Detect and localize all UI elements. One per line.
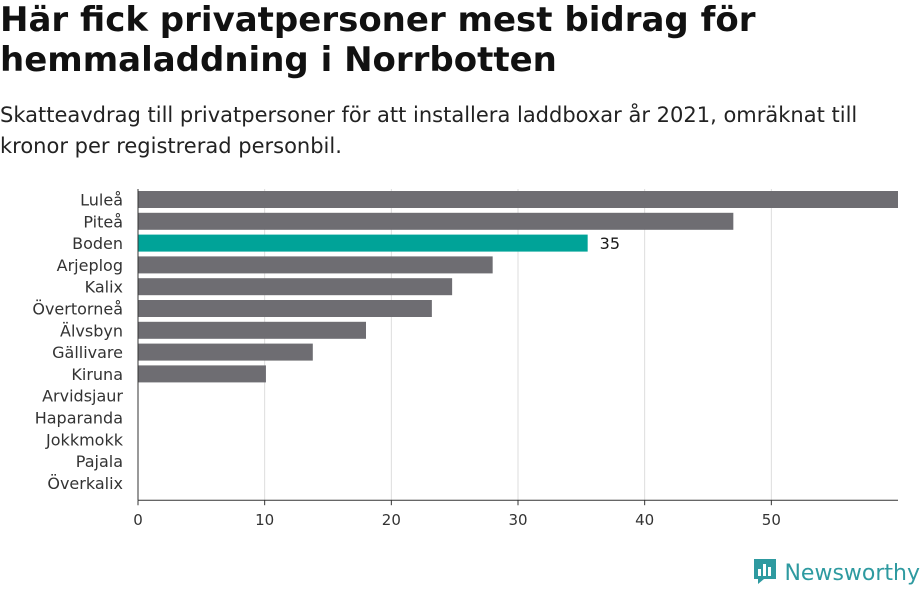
category-label: Jokkmokk [45,430,124,449]
category-label: Älvsbyn [60,321,123,340]
bar [138,321,366,339]
newsworthy-chart-logo-icon [752,557,778,589]
bar [138,212,734,230]
x-tick-label: 50 [762,511,781,529]
data-label: 35 [600,234,620,253]
category-label: Gällivare [52,343,123,362]
brand-name: Newsworthy [784,560,920,586]
x-tick-label: 30 [508,511,527,529]
newsworthy-logo: Newsworthy [752,556,920,590]
x-tick-label: 0 [133,511,143,529]
chart-subtitle: Skatteavdrag till privatpersoner för att… [0,103,858,158]
chart-title: Här fick privatpersoner mest bidrag för … [0,0,756,80]
category-label: Kalix [85,278,123,297]
category-label: Luleå [80,191,123,210]
bar [138,278,453,296]
x-tick-label: 10 [255,511,274,529]
category-label: Övertorneå [32,300,123,319]
bar [138,234,588,252]
category-label: Piteå [83,212,123,231]
bar [138,256,493,274]
category-label: Pajala [76,452,123,471]
bar-chart: Luleå Piteå Boden Arjeplog Kalix Övertorneå Äl… [32,189,898,529]
x-tick-label: 20 [382,511,401,529]
bar [138,300,432,317]
category-label: Kiruna [71,365,123,384]
bar [138,191,898,208]
category-label: Överkalix [47,474,123,493]
category-label: Arvidsjaur [42,387,123,406]
bar [138,343,313,361]
category-label: Haparanda [35,409,123,428]
bar [138,365,266,383]
x-tick-label: 40 [635,511,654,529]
category-label: Boden [72,234,123,253]
category-label: Arjeplog [57,256,123,275]
